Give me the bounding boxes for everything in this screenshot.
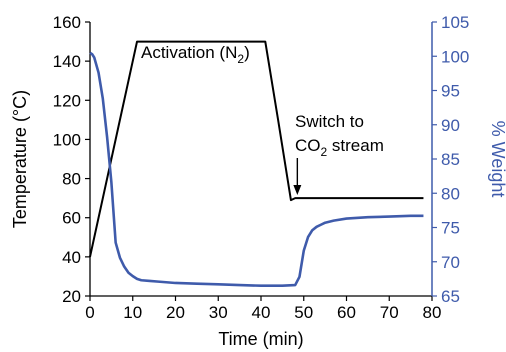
x-tick-label: 80 — [423, 303, 442, 322]
x-tick-label: 50 — [294, 303, 313, 322]
x-tick-label: 30 — [209, 303, 228, 322]
x-tick-label: 40 — [252, 303, 271, 322]
x-tick-label: 70 — [380, 303, 399, 322]
temperature-series-line — [89, 40, 424, 258]
y2-tick-label: 105 — [441, 13, 469, 32]
series-group — [89, 40, 424, 288]
y-tick-label: 120 — [53, 91, 81, 110]
y-tick-label: 60 — [62, 209, 81, 228]
y2-tick-label: 95 — [441, 82, 460, 101]
x-tick-label: 60 — [337, 303, 356, 322]
y-tick-label: 40 — [62, 248, 81, 267]
x-tick-label: 10 — [123, 303, 142, 322]
y2-tick-label: 100 — [441, 47, 469, 66]
labels-group: 0 10 20 30 40 50 60 70 80 20 40 60 80 100 120 140 160 65 7… — [10, 13, 506, 349]
y2-tick-label: 90 — [441, 116, 460, 135]
y-axis-title: Temperature (°C) — [10, 90, 30, 228]
activation-annotation: Activation (N2) — [141, 43, 250, 66]
y-tick-label: 140 — [53, 52, 81, 71]
y2-tick-label: 85 — [441, 150, 460, 169]
y-tick-label: 160 — [53, 13, 81, 32]
switch-annotation-line2: CO2 stream — [295, 136, 384, 159]
x-tick-label: 20 — [166, 303, 185, 322]
switch-arrow-head — [293, 185, 302, 195]
y2-tick-label: 65 — [441, 287, 460, 306]
y-tick-label: 20 — [62, 287, 81, 306]
x-axis-title: Time (min) — [218, 329, 303, 349]
y2-tick-label: 70 — [441, 253, 460, 272]
switch-annotation-line1: Switch to — [295, 112, 364, 131]
y-tick-label: 100 — [53, 130, 81, 149]
axes-group — [85, 21, 437, 301]
y-tick-label: 80 — [62, 170, 81, 189]
y2-axis-title: % Weight — [488, 121, 506, 198]
weight-series-line — [89, 51, 424, 288]
y2-tick-label: 75 — [441, 219, 460, 238]
y2-tick-label: 80 — [441, 184, 460, 203]
x-tick-label: 0 — [85, 303, 94, 322]
